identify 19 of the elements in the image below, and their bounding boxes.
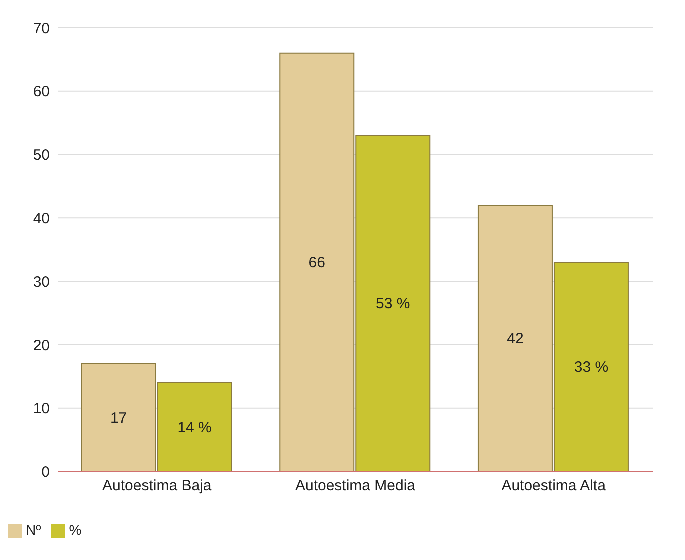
y-tick-label: 0 <box>42 464 50 482</box>
x-tick-label: Autoestima Alta <box>502 477 607 494</box>
y-tick-label: 60 <box>33 84 50 101</box>
y-tick-label: 40 <box>33 210 50 228</box>
data-label: 42 <box>507 330 524 348</box>
legend-label: Nº <box>26 522 42 538</box>
y-tick-label: 50 <box>33 147 50 164</box>
y-tick-label: 70 <box>33 20 50 38</box>
legend-label: % <box>69 522 82 538</box>
data-label: 17 <box>110 410 128 427</box>
x-tick-label: Autoestima Baja <box>102 477 212 494</box>
y-tick-label: 10 <box>33 400 50 418</box>
data-label: 53 % <box>376 296 410 313</box>
y-tick-label: 30 <box>33 274 50 291</box>
y-tick-label: 20 <box>33 337 50 354</box>
data-label: 66 <box>308 254 326 272</box>
x-tick-label: Autoestima Media <box>295 477 416 494</box>
data-label: 14 % <box>178 419 212 436</box>
data-label: 33 % <box>574 359 609 376</box>
